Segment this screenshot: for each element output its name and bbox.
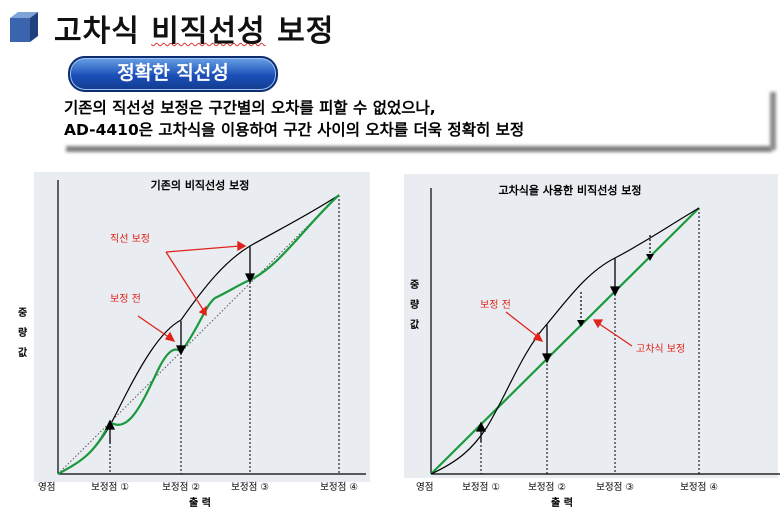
right-ylabel-2: 량: [410, 299, 420, 311]
right-dash-arrow-1-head: [577, 320, 585, 327]
left-ylabel-1: 중: [18, 307, 27, 319]
right-chart-title: 고차식을 사용한 비직선성 보정: [498, 183, 641, 197]
left-chart-title: 기존의 비직선성 보정: [151, 178, 250, 192]
left-ann-linear: 직선 보정: [110, 233, 150, 245]
right-before-curve: [430, 207, 700, 475]
cube-icon: [10, 12, 38, 42]
left-arrow-2-head: [175, 345, 187, 356]
right-ylabel-1: 중: [410, 279, 419, 291]
left-origin-label: 영점: [38, 481, 55, 493]
left-ann-before: 보정 전: [110, 293, 141, 305]
left-arrow-3-head: [244, 273, 256, 284]
right-chart: 고차식을 사용한 비직선성 보정 보정 전 고차식 보정 중 량 값 영점 보정…: [404, 174, 780, 509]
page-title: 고차식 비직선성 보정: [54, 14, 335, 49]
left-arrow-1-head: [104, 419, 116, 430]
left-ann-linear-arrow-1-head: [198, 305, 207, 317]
right-tick-1: 보정점 ①: [462, 481, 500, 493]
right-xlabel: 출 력: [551, 496, 573, 509]
right-tick-2: 보정점 ②: [528, 481, 566, 493]
right-ann-poly-arrow: [597, 322, 633, 347]
right-ann-poly-arrow-head: [592, 319, 604, 329]
left-chart: 기존의 비직선성 보정 직선 보정 보정 전 중 량 값 영점 보정점 ① 보정…: [18, 172, 370, 509]
right-dash-arrow-2-head: [646, 254, 654, 261]
section-pill-label: 정확한 직선성: [68, 56, 278, 92]
right-ann-before-arrow-head: [532, 331, 544, 342]
right-origin-label: 영점: [416, 481, 433, 493]
left-ylabel-3: 값: [18, 347, 28, 359]
left-ann-before-arrow: [137, 315, 171, 339]
left-ann-before-arrow-head: [164, 331, 176, 342]
left-ylabel-2: 량: [18, 327, 28, 339]
right-ann-poly: 고차식 보정: [636, 343, 685, 355]
right-ann-before: 보정 전: [480, 299, 511, 311]
description-line-2: AD-4410은 고차식을 이용하여 구간 사이의 오차를 더욱 정확히 보정: [64, 121, 525, 139]
right-ann-before-arrow: [505, 311, 539, 338]
left-tick-3: 보정점 ③: [231, 481, 269, 493]
right-arrow-2-head: [541, 353, 553, 364]
description-line-1: 기존의 직선성 보정은 구간별의 오차를 피할 수 없었으나,: [64, 99, 436, 117]
right-tick-4: 보정점 ④: [680, 481, 718, 493]
left-xlabel: 출 력: [189, 496, 211, 509]
description-box: 기존의 직선성 보정은 구간별의 오차를 피할 수 없었으나, AD-4410은…: [60, 90, 776, 154]
right-arrow-1-head: [475, 421, 487, 432]
left-ann-linear-arrow-2-head: [237, 240, 247, 252]
right-arrow-3-head: [609, 286, 621, 297]
left-ann-linear-arrow-2: [165, 245, 241, 253]
right-ylabel-3: 값: [410, 319, 420, 331]
left-tick-2: 보정점 ②: [162, 481, 200, 493]
left-ann-linear-arrow-1: [165, 251, 205, 312]
left-ideal-line: [57, 194, 340, 475]
right-chart-background: [404, 174, 778, 478]
right-tick-3: 보정점 ③: [596, 481, 634, 493]
right-poly-correction: [430, 207, 700, 475]
left-chart-background: [34, 172, 370, 482]
left-tick-1: 보정점 ①: [91, 481, 129, 493]
left-tick-4: 보정점 ④: [320, 481, 358, 493]
